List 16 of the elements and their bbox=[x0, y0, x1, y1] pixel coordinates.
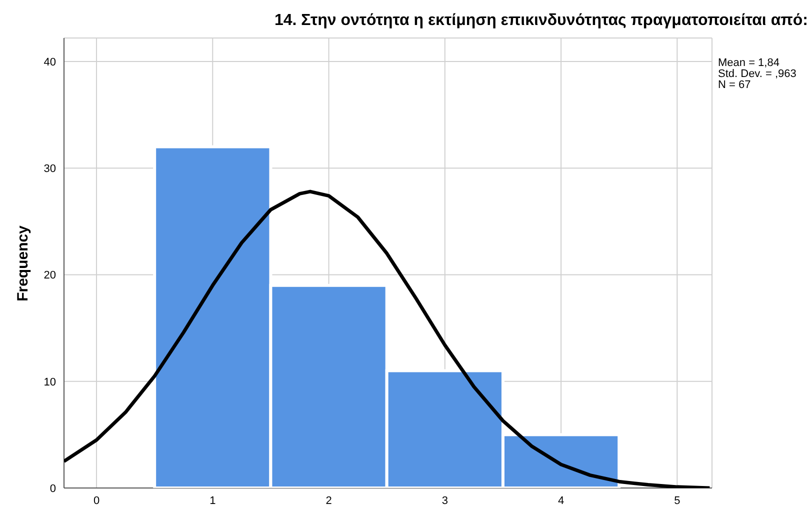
x-tick-label: 0 bbox=[93, 494, 100, 507]
x-tick-label: 4 bbox=[558, 494, 564, 507]
y-tick-label: 40 bbox=[44, 56, 56, 68]
x-tick-label: 5 bbox=[674, 494, 680, 507]
y-tick-label: 30 bbox=[44, 163, 56, 175]
y-tick-label: 20 bbox=[44, 270, 56, 282]
y-tick-label: 0 bbox=[50, 482, 56, 495]
y-axis-title: Frequency bbox=[14, 225, 32, 301]
chart-title: 14. Στην οντότητα η εκτίμηση επικινδυνότητας πραγματοποιείται από: bbox=[273, 12, 808, 30]
x-tick-label: 2 bbox=[326, 494, 332, 507]
y-tick-label: 10 bbox=[44, 376, 56, 388]
text: N = 67 bbox=[718, 79, 752, 91]
x-tick-label: 3 bbox=[442, 494, 448, 507]
text: Std. Dev. = ,963 bbox=[718, 68, 796, 80]
x-tick-label: 1 bbox=[210, 494, 216, 507]
text: Mean = 1,84 bbox=[718, 57, 780, 69]
